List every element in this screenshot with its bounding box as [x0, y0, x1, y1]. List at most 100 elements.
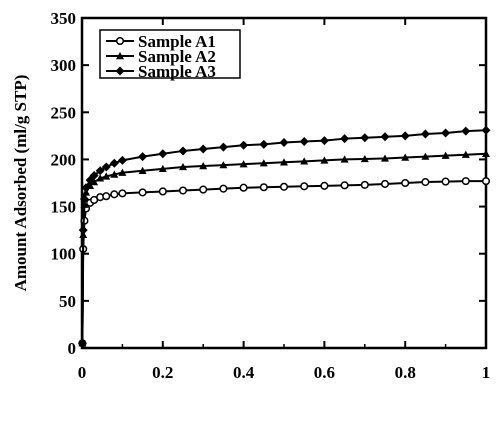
data-point — [360, 133, 370, 143]
x-tick-label: 0.8 — [395, 363, 416, 382]
data-point — [178, 146, 188, 156]
data-point — [319, 136, 329, 146]
data-point — [138, 188, 147, 197]
data-point — [482, 149, 490, 157]
data-point — [199, 162, 208, 170]
series-3 — [77, 125, 491, 348]
data-point — [259, 183, 268, 192]
data-point — [400, 131, 410, 141]
data-point — [300, 182, 309, 191]
data-point — [239, 160, 248, 168]
data-point — [219, 161, 228, 169]
data-point — [79, 194, 89, 204]
y-tick-label: 100 — [51, 245, 77, 264]
data-point — [299, 137, 309, 147]
legend-label-sample-a3: Sample A3 — [138, 62, 216, 81]
data-point — [481, 177, 491, 186]
data-point — [421, 178, 430, 187]
x-tick-label: 0.4 — [233, 363, 255, 382]
data-point — [421, 152, 430, 160]
data-point — [81, 183, 91, 193]
y-tick-label: 50 — [59, 292, 76, 311]
data-point — [95, 166, 105, 176]
data-point — [158, 187, 167, 196]
data-point — [102, 192, 111, 201]
legend-label-sample-a2: Sample A2 — [138, 47, 216, 66]
y-tick-label: 350 — [51, 9, 77, 28]
data-point — [110, 170, 119, 178]
data-point — [138, 166, 147, 174]
data-point — [89, 170, 99, 180]
x-tick-label: 0.2 — [152, 363, 173, 382]
data-point — [239, 140, 249, 150]
axes-layer: 0 0.2 0.4 0.6 0.8 1 0 50 100 150 200 250 300 350 — [51, 9, 491, 382]
legend-marker — [115, 66, 125, 76]
data-point — [90, 178, 99, 186]
data-point — [219, 184, 228, 193]
y-tick-label: 0 — [68, 339, 77, 358]
x-tick-label: 0 — [78, 363, 87, 382]
x-tick-label: 0.6 — [314, 363, 335, 382]
data-point — [380, 179, 390, 188]
data-point — [118, 168, 127, 176]
data-point — [218, 142, 228, 152]
legend-label-sample-a1: Sample A1 — [138, 32, 216, 51]
series-line — [81, 180, 486, 344]
data-point — [441, 128, 451, 138]
data-point — [320, 181, 329, 190]
data-point — [441, 151, 450, 159]
data-point — [117, 155, 127, 165]
data-point — [461, 126, 471, 136]
data-point — [96, 174, 105, 182]
data-point — [360, 180, 369, 189]
data-point — [461, 177, 470, 186]
data-point — [481, 125, 491, 135]
data-point — [178, 186, 188, 195]
data-point — [158, 149, 168, 159]
data-point — [401, 178, 410, 188]
data-point — [102, 172, 111, 180]
y-tick-label: 200 — [51, 150, 77, 169]
x-tick-label: 1 — [482, 363, 491, 382]
data-point — [239, 183, 248, 192]
data-point — [78, 225, 88, 235]
series-1 — [78, 177, 491, 348]
y-tick-label: 300 — [51, 56, 77, 75]
data-point — [199, 185, 208, 194]
data-point — [279, 137, 289, 147]
data-point — [198, 144, 208, 154]
data-point — [401, 153, 410, 161]
data-point — [340, 134, 350, 144]
data-point — [340, 181, 349, 190]
data-point — [179, 162, 187, 171]
data-point — [158, 164, 167, 173]
data-point — [259, 159, 268, 167]
series-layer — [77, 125, 491, 348]
data-point — [320, 156, 329, 164]
data-point — [138, 152, 148, 162]
y-tick-label: 150 — [51, 198, 77, 217]
data-point — [110, 190, 119, 199]
data-point — [77, 338, 87, 348]
data-point — [259, 139, 269, 149]
data-point — [300, 157, 309, 165]
data-point — [340, 155, 349, 163]
data-point — [101, 162, 111, 172]
y-tick-label: 250 — [51, 103, 77, 122]
data-point — [461, 150, 470, 158]
legend: Sample A1 Sample A2 Sample A3 — [99, 29, 241, 81]
data-point — [381, 154, 389, 162]
data-point — [360, 154, 369, 163]
data-point — [280, 158, 288, 166]
y-axis-label: Amount Adsorbed (ml/g STP) — [11, 75, 30, 292]
data-point — [441, 177, 450, 186]
legend-marker — [116, 52, 124, 60]
data-point — [380, 132, 390, 142]
data-point — [118, 189, 127, 198]
legend-marker — [115, 36, 125, 46]
data-point — [109, 158, 119, 168]
data-point — [279, 182, 289, 191]
data-point — [420, 129, 430, 139]
